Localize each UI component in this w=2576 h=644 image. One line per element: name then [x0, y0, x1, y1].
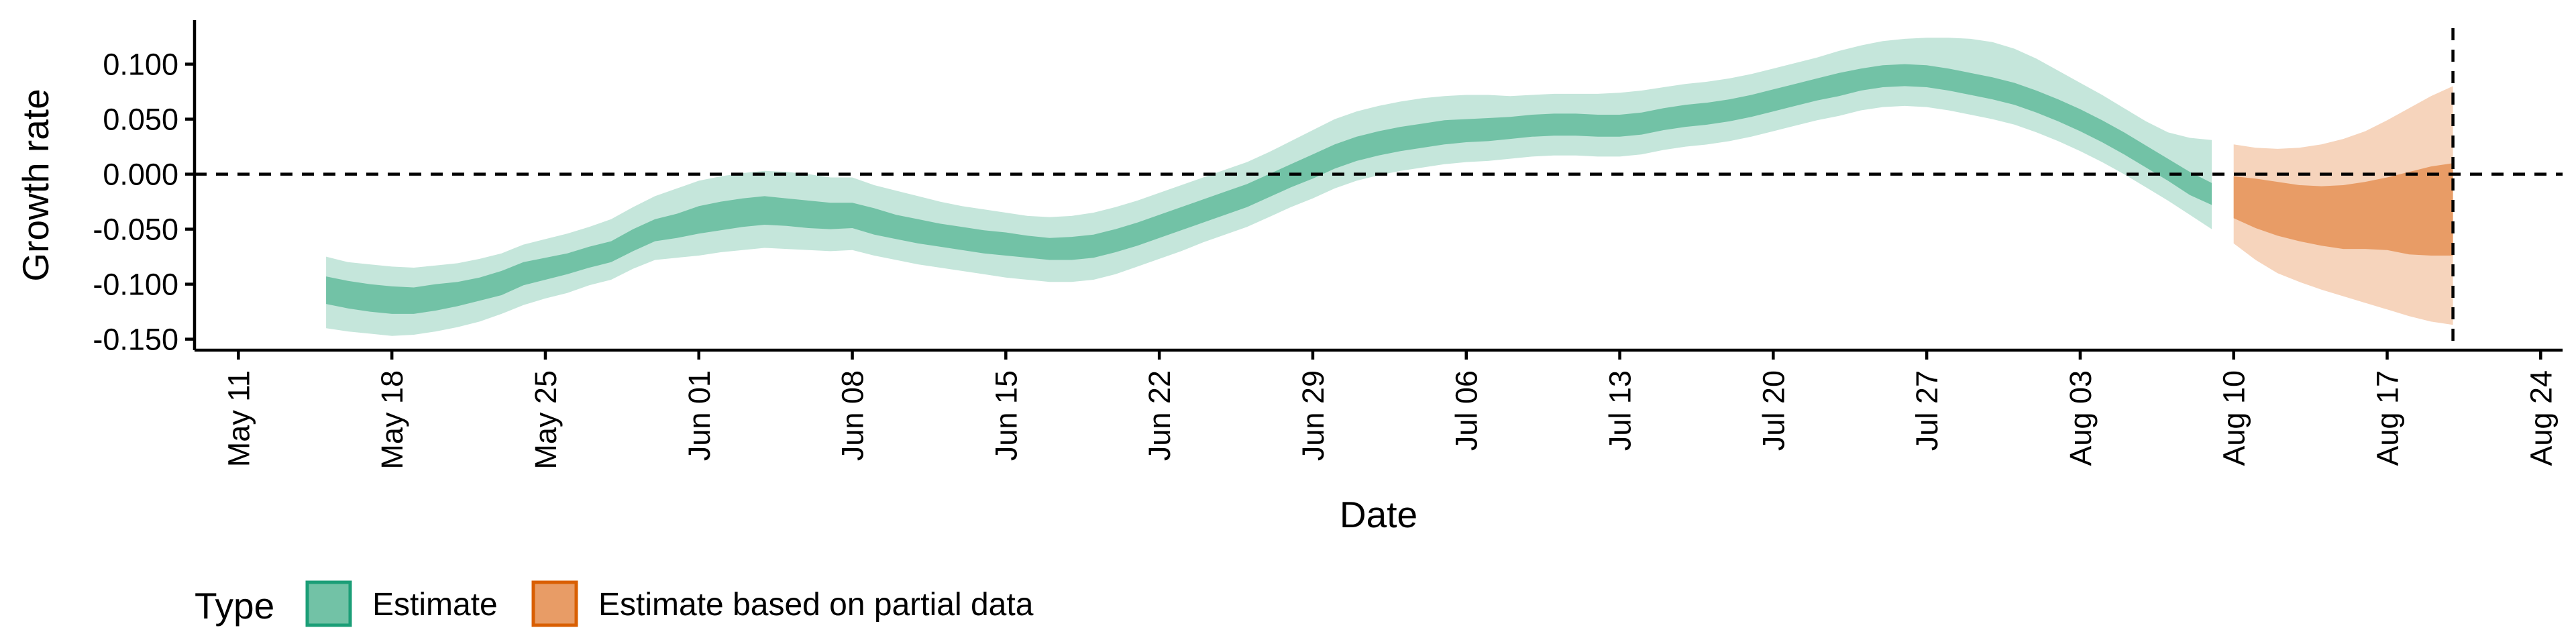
x-tick-label: Jun 29 — [1296, 370, 1330, 461]
x-tick-label: Jul 20 — [1756, 370, 1790, 451]
y-tick-label: 0.050 — [103, 103, 178, 137]
legend: Type Estimate Estimate based on partial … — [195, 580, 1034, 627]
legend-key-estimate — [305, 580, 352, 627]
y-tick-label: -0.150 — [93, 323, 178, 357]
reference-lines — [195, 28, 2563, 350]
legend-label-estimate: Estimate — [372, 587, 498, 623]
band-inner-estimate — [326, 64, 2212, 314]
legend-label-partial-data: Estimate based on partial data — [598, 587, 1034, 623]
y-tick-label: -0.100 — [93, 268, 178, 302]
x-tick-label: Aug 24 — [2524, 370, 2558, 466]
x-tick-label: Jul 13 — [1603, 370, 1638, 451]
axes: -0.150 -0.100 -0.050 0.000 0.050 0.100 May 11… — [93, 20, 2563, 470]
y-tick-label: 0.000 — [103, 158, 178, 192]
x-tick-label: Jun 01 — [682, 370, 716, 461]
x-axis-title: Date — [1340, 494, 1417, 535]
y-axis-title: Growth rate — [15, 89, 56, 281]
x-tick-label: Jul 06 — [1450, 370, 1484, 451]
estimate-bands — [326, 38, 2453, 336]
x-tick-label: Aug 03 — [2063, 370, 2098, 466]
x-tick-label: May 18 — [375, 370, 409, 470]
x-tick-label: Jun 15 — [989, 370, 1023, 461]
y-tick-label: 0.100 — [103, 48, 178, 82]
x-tick-label: Aug 10 — [2217, 370, 2251, 466]
x-tick-label: Jun 22 — [1142, 370, 1177, 461]
y-axis-ticks: -0.150 -0.100 -0.050 0.000 0.050 0.100 — [93, 48, 195, 357]
x-tick-label: May 11 — [221, 370, 256, 467]
x-tick-label: May 25 — [529, 370, 563, 470]
legend-key-partial-data — [531, 580, 578, 627]
y-tick-label: -0.050 — [93, 213, 178, 247]
band-inner-partial-data — [2233, 163, 2453, 256]
legend-title: Type — [195, 585, 274, 627]
x-axis-ticks: May 11 May 18 May 25 Jun 01 Jun 08 Jun 15 Jun … — [221, 350, 2558, 470]
x-tick-label: Jul 27 — [1910, 370, 1944, 451]
x-tick-label: Aug 17 — [2371, 370, 2405, 466]
x-tick-label: Jun 08 — [836, 370, 870, 461]
